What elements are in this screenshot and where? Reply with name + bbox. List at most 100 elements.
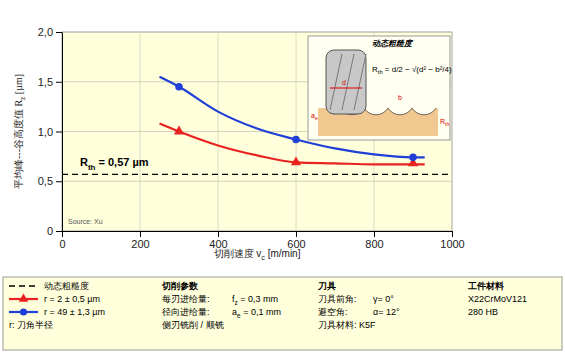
y-tick-mark: [56, 32, 62, 33]
series-marker: [175, 83, 183, 91]
x-tick: 800: [365, 231, 383, 250]
grid-line-y: [62, 32, 452, 33]
x-tick: 1000: [440, 231, 464, 250]
y-tick-label: 0,5: [38, 175, 53, 187]
text-part: 刀具材料: K5F: [318, 320, 376, 330]
y-tick-label: 1,0: [38, 126, 53, 138]
parameter-text: ae = 0,1 mm: [232, 307, 281, 319]
inset-label: b: [398, 94, 402, 101]
y-tick-label: 1,5: [38, 76, 53, 88]
text-part: R: [80, 156, 88, 168]
text-part: 刀具前角:: [318, 294, 357, 304]
parameter-title: 刀具: [317, 281, 336, 291]
y-tick-label: 2,0: [38, 26, 53, 38]
parameter-text: α= 12°: [373, 307, 400, 317]
x-tick-mark: [218, 231, 219, 237]
text-part: = d/2 − √(d² − b²/4): [383, 65, 452, 74]
x-tick-mark: [374, 231, 375, 237]
legend: 动态粗糙度 r = 2 ± 0,5 µm r = 49 ± 1,3 µm r: 刀角半…: [3, 277, 562, 350]
parameter-text: 侧刃铣削 / 顺铣: [162, 320, 224, 330]
x-tick: 200: [131, 231, 149, 250]
text-part: = 0,1 mm: [241, 307, 281, 317]
grid: [62, 32, 452, 231]
tool-flute: [342, 54, 354, 110]
x-tick: 0: [59, 231, 65, 250]
legend-label: 动态粗糙度: [44, 281, 89, 291]
y-tick: 0: [47, 225, 62, 237]
text-part: 切削速度 v: [214, 248, 262, 259]
text-part: 每刃进给量:: [162, 294, 210, 304]
scallop: [412, 108, 436, 115]
scallop: [388, 108, 412, 115]
legend-note: r: 刀角半径: [9, 320, 53, 330]
text-part: 径向进给量:: [162, 307, 210, 317]
inset-title: 动态粗糙度: [372, 38, 414, 48]
legend-swatch: [9, 285, 38, 286]
text-part: 平均峰---谷高度值 R: [13, 100, 24, 189]
text-part: b: [398, 94, 402, 101]
text-part: [m/min]: [265, 248, 301, 259]
x-tick-label: 800: [365, 238, 383, 250]
parameter-text: 径向进给量:: [162, 307, 210, 317]
dim-d: [330, 88, 362, 89]
tool: [326, 50, 366, 114]
x-tick-mark: [452, 231, 453, 237]
x-tick-label: 0: [59, 238, 65, 250]
x-tick-mark: [62, 231, 63, 237]
y-axis-title: 平均峰---谷高度值 Rz [µm]: [13, 74, 27, 189]
parameter-title: 切削参数: [161, 281, 199, 291]
series-marker: [174, 126, 184, 135]
x-tick: 400: [209, 231, 227, 250]
parameter-text: fz = 0,3 mm: [232, 294, 278, 306]
parameter-text: γ= 0°: [373, 294, 394, 304]
inset-box: [308, 36, 450, 140]
x-tick-mark: [140, 231, 141, 237]
text-part: = 0,57 µm: [95, 156, 148, 168]
parameter-text: X22CrMoV121: [468, 294, 527, 304]
inset-label: d: [342, 79, 346, 86]
y-tick: 1,5: [38, 76, 62, 88]
text-part: d: [342, 79, 346, 86]
text-part: 侧刃铣削 / 顺铣: [162, 320, 224, 330]
legend-label: r = 49 ± 1,3 µm: [44, 307, 105, 317]
text-part: X22CrMoV121: [468, 294, 527, 304]
inset: 动态粗糙度Rth = d/2 − √(d² − b²/4)dbaeRth: [308, 36, 452, 140]
y-tick-mark: [56, 181, 62, 182]
text-subscript: th: [445, 121, 449, 127]
legend-box: [3, 277, 562, 350]
x-tick-mark: [296, 231, 297, 237]
series-marker: [409, 154, 417, 162]
legend-marker: [20, 308, 27, 315]
grid-line-y: [62, 231, 452, 232]
parameter-text: 刀具材料: K5F: [318, 320, 376, 330]
tool-flute: [354, 54, 366, 110]
text-part: = 0,3 mm: [238, 294, 278, 304]
y-tick: 1,0: [38, 126, 62, 138]
x-axis-title: 切削速度 vc [m/min]: [214, 248, 301, 262]
text-part: α= 12°: [373, 307, 400, 317]
inset-label: ae: [311, 112, 318, 121]
text-subscript: e: [315, 115, 318, 121]
parameter-title: 工件材料: [467, 281, 504, 291]
parameter-text: 刀具前角:: [318, 294, 357, 304]
text-part: 避空角:: [318, 307, 348, 317]
x-tick-label: 1000: [440, 238, 464, 250]
y-axis: 0 0,5 1,0 1,5 2,0: [38, 26, 63, 237]
x-tick: 600: [287, 231, 305, 250]
y-tick: 2,0: [38, 26, 62, 38]
x-tick-label: 200: [131, 238, 149, 250]
legend-label: r = 2 ± 0,5 µm: [44, 294, 100, 304]
y-tick-mark: [56, 132, 62, 133]
y-tick: 0,5: [38, 175, 62, 187]
x-axis: 0 200 400 600 800 1000: [59, 231, 464, 250]
series-marker: [292, 136, 300, 144]
legend-marker: [19, 293, 29, 301]
inset-label: Rth: [440, 118, 449, 127]
text-part: 280 HB: [468, 307, 498, 317]
y-tick-mark: [56, 231, 62, 232]
scallop: [364, 108, 388, 115]
y-tick-label: 0: [47, 225, 53, 237]
chart: 0 200 400 600 800 1000 0 0,5 1,0 1,5 2,0 切削速度 vc [m…: [0, 0, 565, 353]
y-axis-line: [62, 33, 63, 232]
text-part: [µm]: [13, 74, 24, 97]
